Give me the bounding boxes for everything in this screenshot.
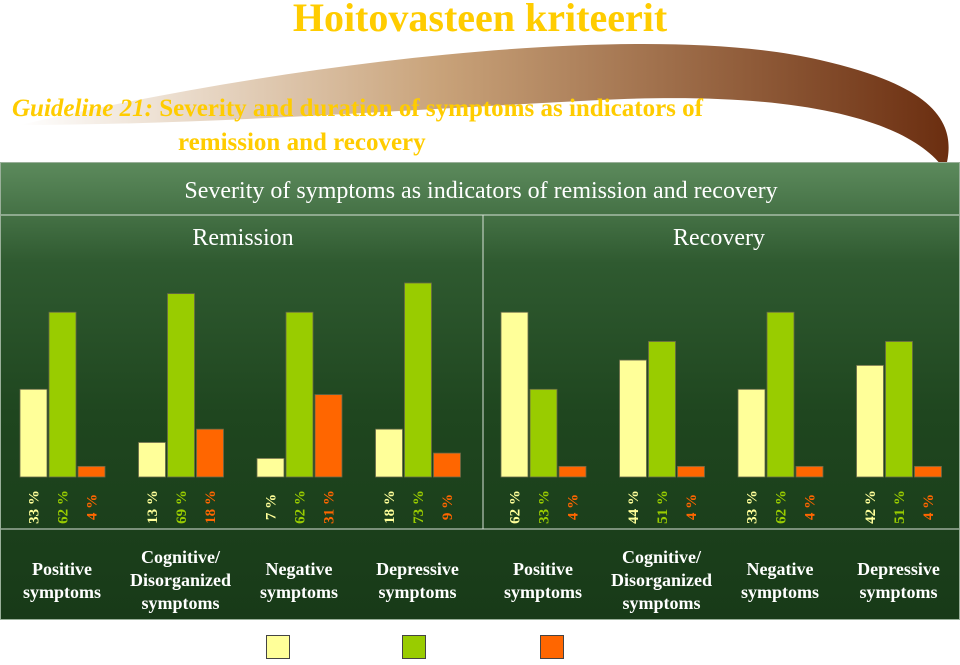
guideline-text-line2: remission and recovery: [178, 129, 426, 156]
guideline-heading: Guideline 21: Severity and duration of s…: [12, 92, 703, 160]
bar-remission-cat2-s2: [167, 293, 195, 478]
category-label-recovery-cat2-line1: Cognitive/: [622, 547, 702, 567]
value-label-recovery-cat1-s3: 4 %: [566, 494, 582, 520]
bar-recovery-cat4-s2: [885, 341, 913, 478]
category-label-remission-cat2-line3: symptoms: [141, 593, 219, 613]
bar-recovery-cat4-s3: [914, 465, 942, 478]
value-label-remission-cat4-s3: 9 %: [440, 494, 456, 520]
bar-recovery-cat3-s2: [766, 311, 795, 478]
legend-swatch-3: [540, 635, 564, 659]
category-label-recovery-cat3-line1: Negative: [747, 559, 814, 579]
value-label-remission-cat4-s1: 18 %: [382, 490, 398, 524]
category-label-remission-cat1-line2: symptoms: [23, 582, 101, 602]
bar-remission-cat3-s1: [256, 457, 285, 478]
category-label-remission-cat1-line1: Positive: [32, 559, 92, 579]
bar-remission-cat2-s3: [196, 428, 224, 478]
bar-remission-cat1-s3: [77, 465, 106, 478]
guideline-text-line1: Severity and duration of symptoms as ind…: [159, 95, 703, 122]
value-label-remission-cat1-s3: 4 %: [85, 494, 101, 520]
value-label-recovery-cat4-s2: 51 %: [892, 490, 908, 524]
bar-recovery-cat3-s3: [795, 465, 824, 478]
bar-recovery-cat3-s1: [737, 388, 766, 478]
value-label-remission-cat2-s2: 69 %: [174, 490, 190, 524]
group-header-remission: Remission: [192, 225, 293, 251]
guideline-label: Guideline 21:: [12, 95, 153, 122]
value-label-remission-cat3-s2: 62 %: [293, 490, 309, 524]
value-label-recovery-cat3-s2: 62 %: [774, 490, 790, 524]
bar-remission-cat3-s2: [285, 311, 314, 478]
value-label-recovery-cat4-s3: 4 %: [921, 494, 937, 520]
bar-remission-cat4-s3: [433, 452, 461, 478]
group-header-recovery: Recovery: [673, 225, 765, 251]
bar-remission-cat1-s1: [19, 388, 48, 478]
category-label-remission-cat4-line2: symptoms: [378, 582, 456, 602]
category-label-recovery-cat1-line2: symptoms: [504, 582, 582, 602]
page-title: Hoitovasteen kriteerit: [292, 0, 668, 40]
bar-recovery-cat4-s1: [856, 364, 884, 478]
category-label-remission-cat2-line1: Cognitive/: [141, 547, 221, 567]
value-label-remission-cat1-s1: 33 %: [27, 490, 43, 524]
decorative-swoosh: [20, 44, 949, 170]
bar-remission-cat4-s1: [375, 428, 403, 478]
value-label-recovery-cat1-s2: 33 %: [537, 490, 553, 524]
category-label-recovery-cat2-line3: symptoms: [622, 593, 700, 613]
category-label-recovery-cat1-line1: Positive: [513, 559, 573, 579]
value-label-recovery-cat3-s3: 4 %: [803, 494, 819, 520]
bar-recovery-cat1-s2: [529, 388, 558, 478]
value-label-remission-cat3-s1: 7 %: [264, 494, 280, 520]
value-label-remission-cat4-s2: 73 %: [411, 490, 427, 524]
legend-swatch-1: [266, 635, 290, 659]
category-label-remission-cat4-line1: Depressive: [376, 559, 459, 579]
bar-recovery-cat1-s3: [558, 465, 587, 478]
category-label-remission-cat3-line2: symptoms: [260, 582, 338, 602]
bar-remission-cat1-s2: [48, 311, 77, 478]
value-label-recovery-cat2-s2: 51 %: [655, 490, 671, 524]
legend-swatch-2: [402, 635, 426, 659]
value-label-recovery-cat1-s1: 62 %: [508, 490, 524, 524]
bar-remission-cat3-s3: [314, 394, 343, 478]
bar-recovery-cat2-s1: [619, 359, 647, 478]
value-label-remission-cat2-s3: 18 %: [203, 490, 219, 524]
bar-recovery-cat2-s3: [677, 465, 705, 478]
value-label-recovery-cat2-s3: 4 %: [684, 494, 700, 520]
bar-remission-cat4-s2: [404, 282, 432, 478]
value-label-recovery-cat3-s1: 33 %: [745, 490, 761, 524]
category-label-recovery-cat3-line2: symptoms: [741, 582, 819, 602]
bar-recovery-cat2-s2: [648, 341, 676, 478]
category-label-recovery-cat4-line1: Depressive: [857, 559, 940, 579]
category-label-remission-cat2-line2: Disorganized: [130, 570, 231, 590]
value-label-remission-cat3-s3: 31 %: [322, 490, 338, 524]
bar-recovery-cat1-s1: [500, 311, 529, 478]
value-label-remission-cat1-s2: 62 %: [56, 490, 72, 524]
chart-title: Severity of symptoms as indicators of re…: [184, 178, 777, 204]
value-label-recovery-cat2-s1: 44 %: [626, 490, 642, 524]
bar-chart: Severity of symptoms as indicators of re…: [1, 178, 959, 613]
category-label-remission-cat3-line1: Negative: [266, 559, 333, 579]
category-label-recovery-cat4-line2: symptoms: [859, 582, 937, 602]
value-label-remission-cat2-s1: 13 %: [145, 490, 161, 524]
value-label-recovery-cat4-s1: 42 %: [863, 490, 879, 524]
bar-remission-cat2-s1: [138, 442, 166, 478]
chart-panel: Severity of symptoms as indicators of re…: [0, 162, 960, 620]
category-label-recovery-cat2-line2: Disorganized: [611, 570, 712, 590]
